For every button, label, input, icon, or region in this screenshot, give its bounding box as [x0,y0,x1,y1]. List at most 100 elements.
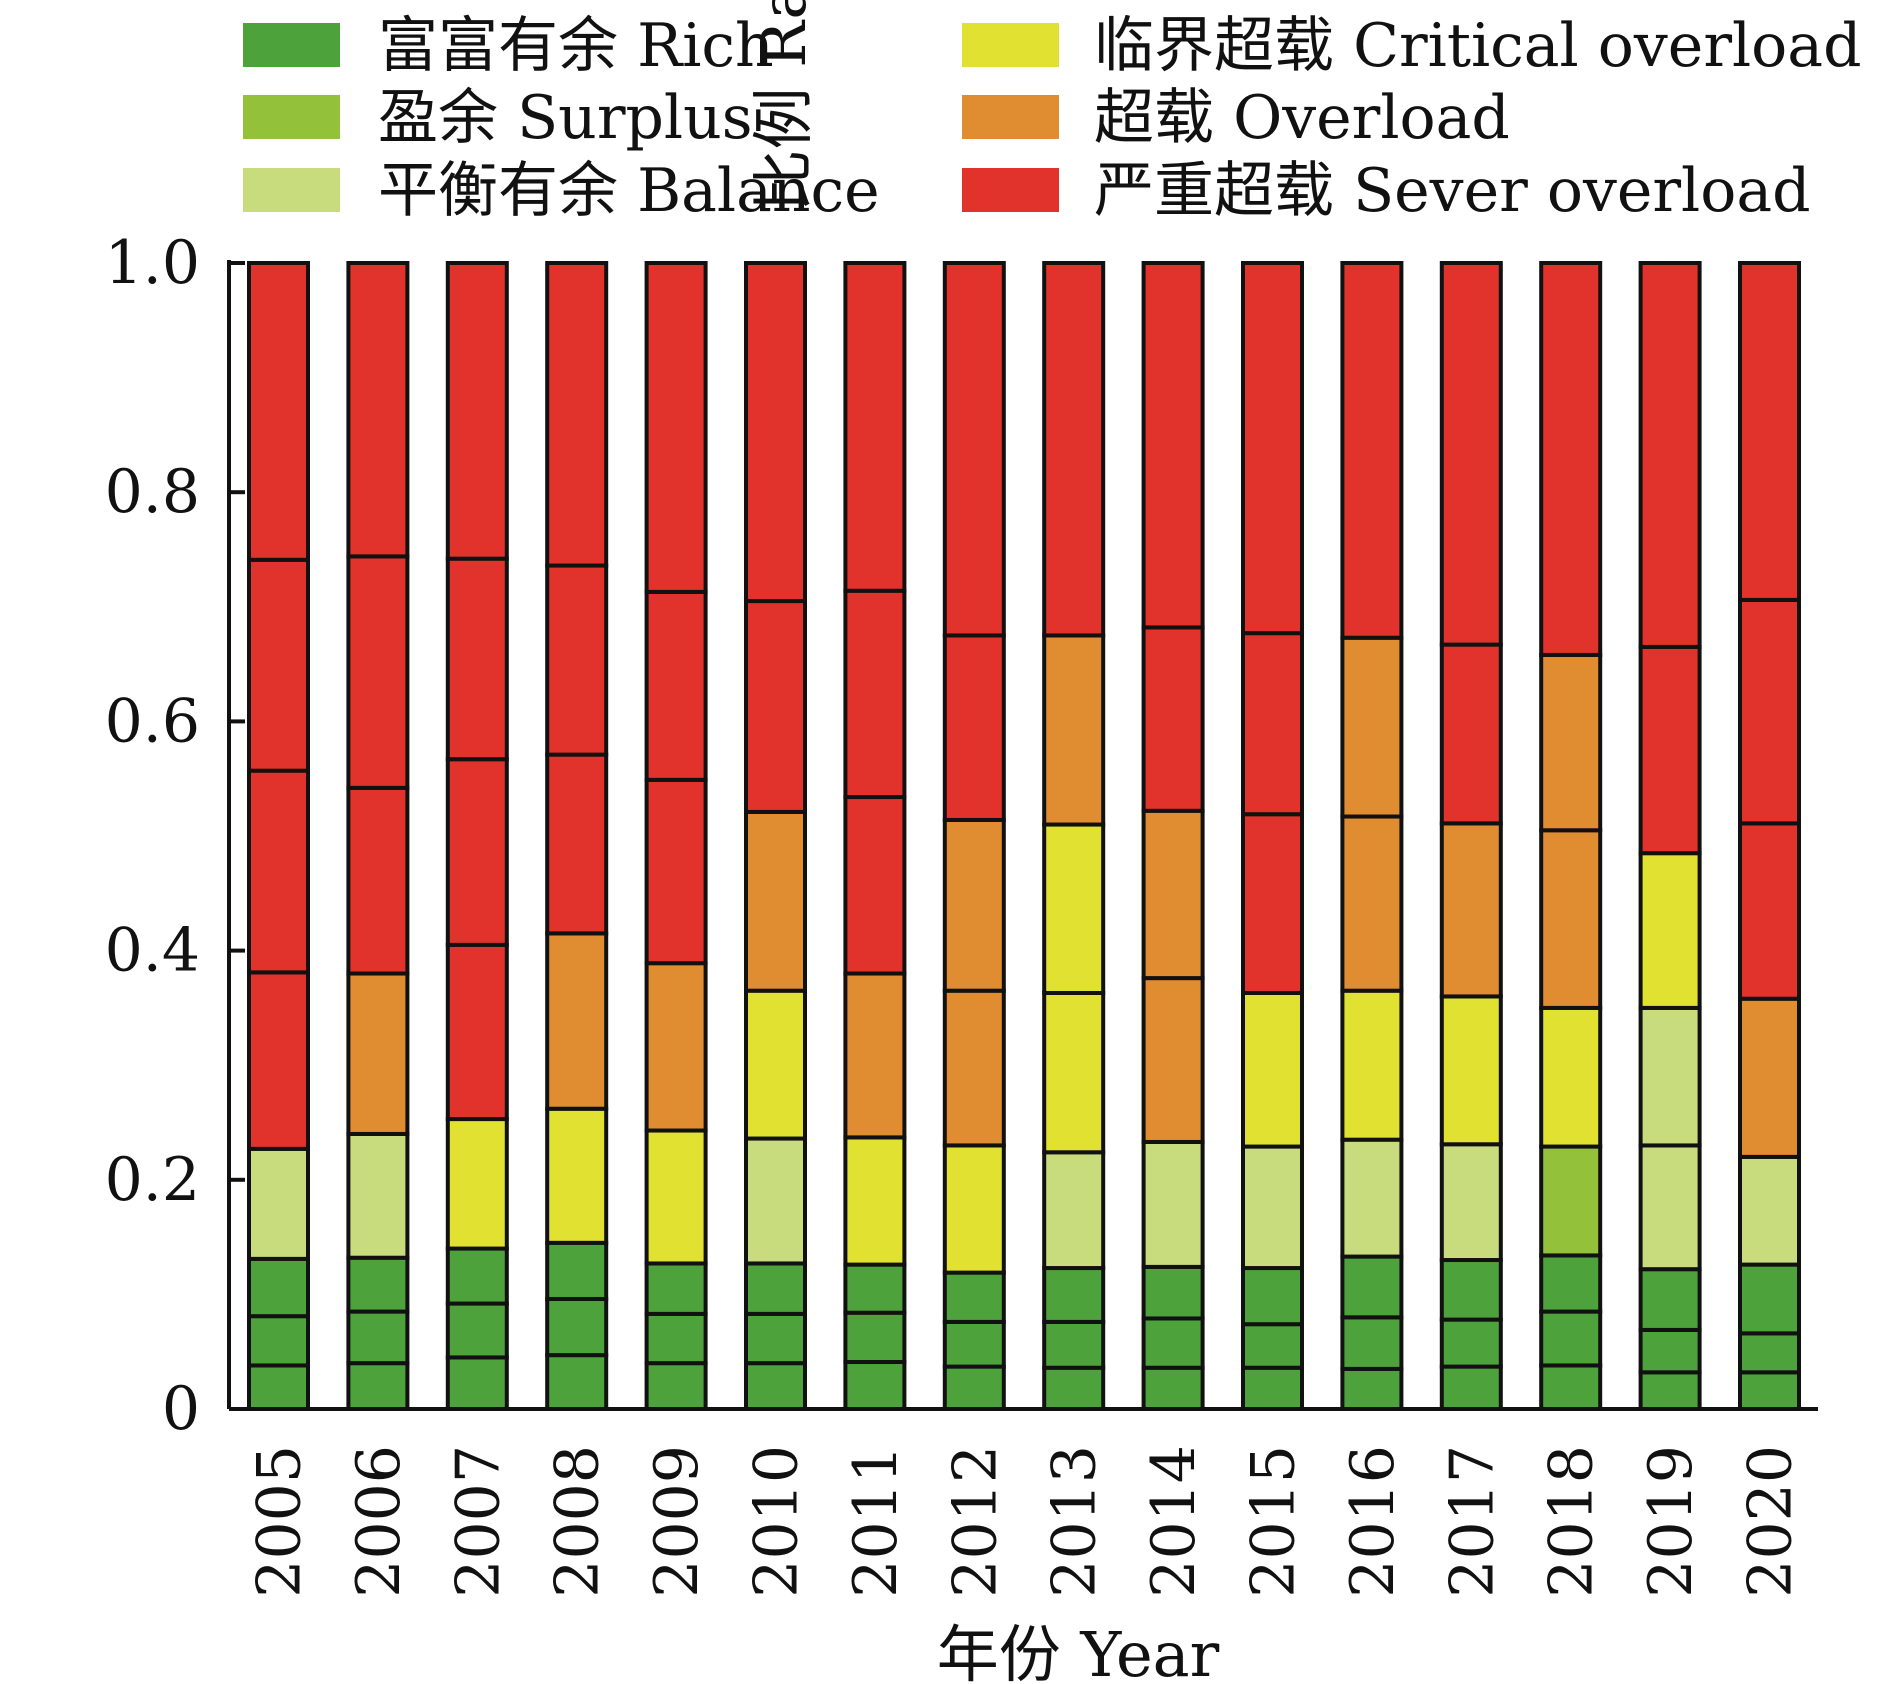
legend-swatch [243,95,340,139]
bar-segment [445,942,509,1122]
bar-segment [1738,821,1801,1001]
x-tick-label: 2018 [1537,1445,1607,1598]
bar-segment [445,556,509,762]
bar-segment [1141,261,1205,630]
bar-segment [942,817,1006,993]
x-tick-label: 2007 [443,1445,513,1598]
bar-segment [942,1319,1006,1369]
bar-segment [1042,1150,1106,1271]
bar-segment [744,1261,807,1316]
bar-segment [1241,812,1304,996]
bar-segment [247,557,310,773]
bar-segment [644,1311,708,1366]
bar-segment [644,777,708,966]
bar-segment [1042,1319,1106,1370]
bar-segment [744,1311,807,1366]
bar-segment [1539,1005,1603,1149]
bar-segment [744,1136,807,1266]
legend-item: 严重超载 Sever overload [962,156,1811,226]
bar-segment [1638,644,1702,856]
bar-2014 [1141,261,1205,1412]
bar-segment [744,261,807,604]
bar-segment [1638,1143,1702,1272]
bar-segment [644,1361,708,1412]
bar-segment [445,1117,509,1251]
legend-swatch [962,23,1059,67]
x-tick-label: 2014 [1139,1445,1209,1598]
bar-segment [545,1296,609,1358]
bar-segment [1539,1309,1603,1368]
legend-swatch [962,168,1059,212]
legend-label: 严重超载 Sever overload [1094,156,1811,226]
bar-segment [1738,1331,1801,1375]
bar-segment [1539,828,1603,1010]
legend-item: 临界超载 Critical overload [962,11,1862,81]
x-tick-label: 2006 [344,1445,414,1598]
bar-segment [1340,1315,1404,1371]
bar-segment [1340,635,1404,819]
legend-label: 临界超载 Critical overload [1094,11,1862,81]
bar-segment [1638,1327,1702,1375]
bar-segment [744,988,807,1141]
bar-segment [744,599,807,814]
bar-segment [843,971,907,1140]
x-tick-labels: 2005 2006 2007 2008 2009 2010 2011 2012 2013 2014… [245,1445,1806,1598]
bar-segment [445,757,509,947]
bar-segment [1738,1262,1801,1336]
bar-segment [1042,991,1106,1155]
bar-segment [1738,1154,1801,1267]
bar-segment [1141,625,1205,813]
x-tick-label: 2017 [1437,1445,1507,1598]
bar-segment [1241,1266,1304,1327]
bar-segment [1141,1139,1205,1269]
bar-segment [644,961,708,1133]
bar-segment [1042,1365,1106,1412]
bar-segment [1042,633,1106,827]
bar-segment [843,1360,907,1412]
bar-segment [843,261,907,593]
x-tick-label: 2012 [940,1445,1010,1598]
bar-segment [445,1355,509,1412]
axes: 0 0.2 0.4 0.6 0.8 1.0 2005 2006 2007 2008 2009 201… [105,228,1818,1598]
bar-segment [1042,1266,1106,1324]
x-tick-label: 2013 [1040,1445,1110,1598]
bar-segment [247,1363,310,1412]
x-tick-label: 2015 [1239,1445,1309,1598]
bar-2009 [644,261,708,1412]
legend-label: 富富有余 Rich [378,11,774,81]
x-tick-label: 2008 [543,1445,613,1598]
bar-segment [346,554,410,790]
bar-segment [545,1353,609,1411]
x-tick-label: 2020 [1736,1445,1806,1598]
bar-segment [545,1106,609,1245]
bar-segment [1241,261,1304,636]
bar-segment [942,261,1006,638]
bar-segment [1539,1363,1603,1412]
x-axis-title: 年份 Year [937,1618,1220,1684]
bar-segment [843,1262,907,1315]
bar-2013 [1042,261,1106,1412]
bar-segment [247,768,310,975]
bar-2010 [744,261,807,1412]
bar-segment [942,633,1006,822]
bar-2007 [445,261,509,1412]
bar-segment [1141,1264,1205,1321]
bar-segment [346,1255,410,1314]
bar-segment [1439,821,1503,999]
bar-segment [1340,988,1404,1142]
y-tick-label: 0 [162,1374,200,1444]
bar-segment [1439,642,1503,826]
bar-segment [1141,1365,1205,1412]
x-tick-label: 2005 [245,1445,315,1598]
bar-segment [1241,991,1304,1149]
bar-segment [445,261,509,561]
bar-segment [843,795,907,976]
x-tick-label: 2019 [1636,1445,1706,1598]
bar-2012 [942,261,1006,1412]
bar-segment [1638,1370,1702,1412]
bar-2005 [247,261,310,1412]
bar-2011 [843,261,907,1412]
x-tick-label: 2011 [841,1445,911,1598]
bar-segment [1638,1005,1702,1148]
bar-segment [644,1128,708,1266]
